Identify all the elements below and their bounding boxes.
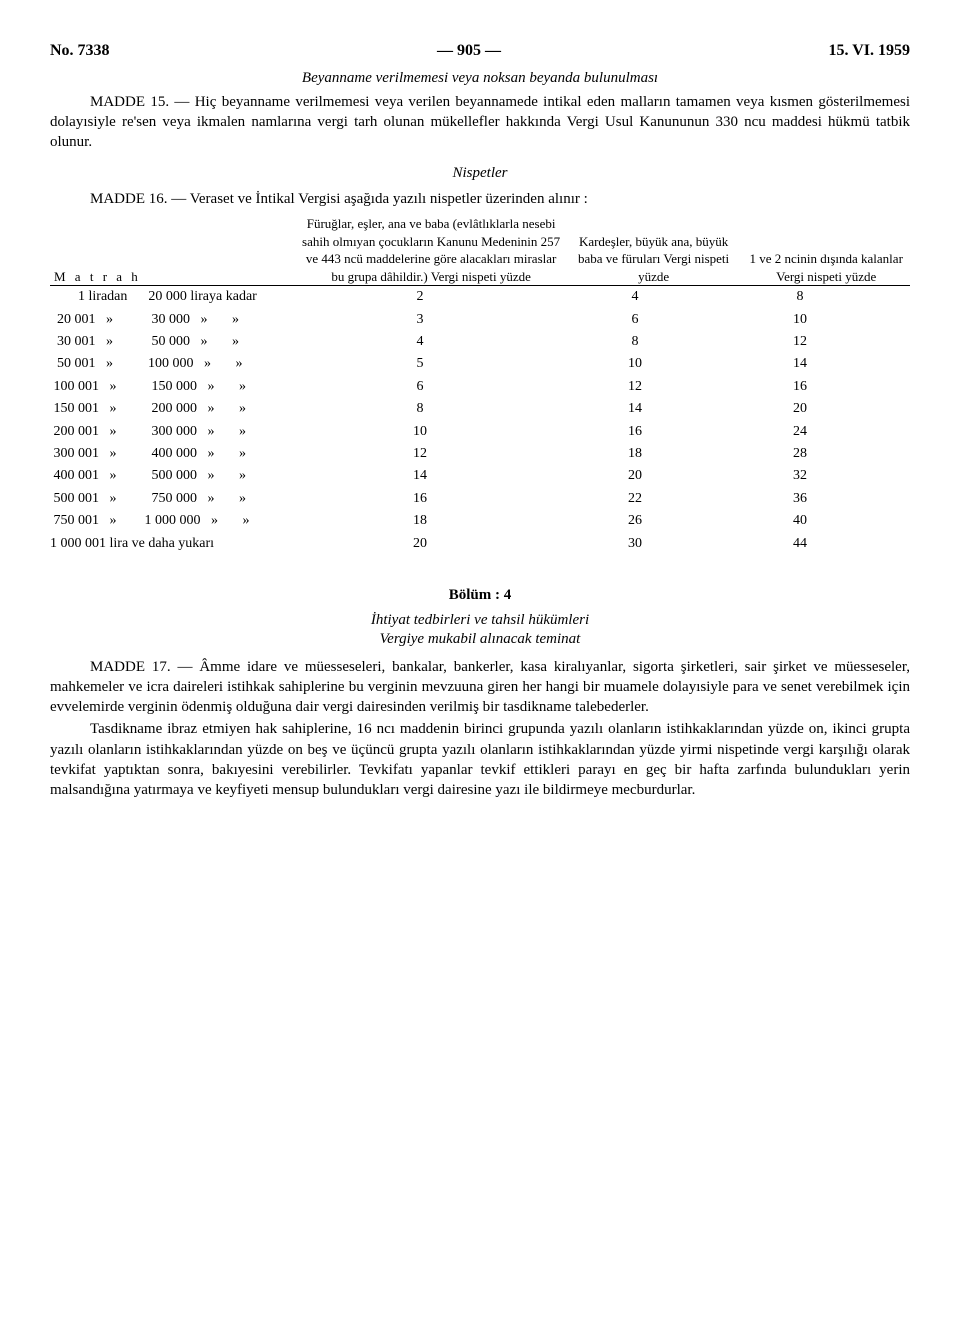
table-row: 200 001 » 300 000 » »101624 [50,421,910,443]
madde-16-paragraph: MADDE 16. — Veraset ve İntikal Vergisi a… [50,189,910,209]
nispetler-heading: Nispetler [50,163,910,183]
cell-rate-2: 26 [550,510,720,532]
cell-matrah: 200 001 » 300 000 » » [50,421,290,443]
cell-rate-2: 22 [550,488,720,510]
section-subtitle: Beyanname verilmemesi veya noksan beyand… [50,68,910,88]
madde-17-paragraph-2: Tasdikname ibraz etmiyen hak sahiplerine… [50,719,910,800]
cell-rate-1: 12 [290,443,550,465]
tax-rate-table: M a t r a h Füruğlar, eşler, ana ve baba… [50,215,910,555]
cell-rate-1: 10 [290,421,550,443]
cell-rate-1: 6 [290,376,550,398]
bolum4-line2: Vergiye mukabil alınacak teminat [380,631,581,647]
cell-rate-2: 14 [550,398,720,420]
cell-rate-3: 36 [720,488,880,510]
cell-rate-1: 5 [290,353,550,375]
table-row: 300 001 » 400 000 » »121828 [50,443,910,465]
cell-matrah: 750 001 » 1 000 000 » » [50,510,290,532]
cell-rate-3: 14 [720,353,880,375]
header-center: — 905 — [437,40,501,62]
table-row: 400 001 » 500 000 » »142032 [50,465,910,487]
cell-matrah: 20 001 » 30 000 » » [50,309,290,331]
col-header-group2: Kardeşler, büyük ana, büyük baba ve füru… [565,233,743,287]
cell-rate-1: 14 [290,465,550,487]
cell-rate-2: 6 [550,309,720,331]
header-right: 15. VI. 1959 [829,40,911,62]
cell-rate-1: 16 [290,488,550,510]
col-header-matrah: M a t r a h [50,268,297,287]
cell-rate-1: 18 [290,510,550,532]
table-row: 1 000 001 lira ve daha yukarı203044 [50,533,910,555]
cell-rate-3: 28 [720,443,880,465]
table-body: 1 liradan 20 000 liraya kadar248 20 001 … [50,286,910,555]
table-row: 500 001 » 750 000 » »162236 [50,488,910,510]
cell-rate-1: 20 [290,533,550,555]
cell-rate-2: 10 [550,353,720,375]
table-row: 150 001 » 200 000 » »81420 [50,398,910,420]
col-header-group1: Füruğlar, eşler, ana ve baba (evlâtlıkla… [297,215,564,286]
cell-rate-1: 2 [290,286,550,308]
table-row: 30 001 » 50 000 » »4812 [50,331,910,353]
cell-rate-2: 16 [550,421,720,443]
cell-matrah: 30 001 » 50 000 » » [50,331,290,353]
bolum-4-heading: Bölüm : 4 [50,585,910,605]
cell-rate-3: 40 [720,510,880,532]
bolum-4-subtitle: İhtiyat tedbirleri ve tahsil hükümleri V… [50,611,910,649]
table-row: 20 001 » 30 000 » »3610 [50,309,910,331]
cell-rate-2: 18 [550,443,720,465]
cell-rate-2: 12 [550,376,720,398]
cell-rate-2: 4 [550,286,720,308]
table-header-row: M a t r a h Füruğlar, eşler, ana ve baba… [50,215,910,286]
cell-rate-3: 32 [720,465,880,487]
cell-rate-3: 16 [720,376,880,398]
cell-rate-3: 44 [720,533,880,555]
cell-rate-1: 8 [290,398,550,420]
table-row: 50 001 » 100 000 » »51014 [50,353,910,375]
header-left: No. 7338 [50,40,110,62]
col-header-matrah-text: M a t r a h [54,269,141,284]
cell-matrah: 500 001 » 750 000 » » [50,488,290,510]
cell-rate-3: 10 [720,309,880,331]
cell-matrah: 100 001 » 150 000 » » [50,376,290,398]
bolum4-line1: İhtiyat tedbirleri ve tahsil hükümleri [371,612,589,628]
cell-matrah: 1 liradan 20 000 liraya kadar [50,286,290,308]
cell-matrah: 50 001 » 100 000 » » [50,353,290,375]
cell-rate-1: 3 [290,309,550,331]
table-row: 100 001 » 150 000 » »61216 [50,376,910,398]
cell-rate-3: 12 [720,331,880,353]
cell-rate-3: 24 [720,421,880,443]
cell-matrah: 400 001 » 500 000 » » [50,465,290,487]
cell-matrah: 300 001 » 400 000 » » [50,443,290,465]
cell-rate-2: 8 [550,331,720,353]
cell-matrah: 1 000 001 lira ve daha yukarı [50,533,290,555]
cell-rate-2: 30 [550,533,720,555]
table-row: 1 liradan 20 000 liraya kadar248 [50,286,910,308]
doc-header: No. 7338 — 905 — 15. VI. 1959 [50,40,910,62]
table-row: 750 001 » 1 000 000 » »182640 [50,510,910,532]
cell-rate-3: 8 [720,286,880,308]
cell-rate-1: 4 [290,331,550,353]
col-header-group3: 1 ve 2 ncinin dışında kalanlar Vergi nis… [742,250,910,286]
cell-rate-2: 20 [550,465,720,487]
madde-17-paragraph-1: MADDE 17. — Âmme idare ve müesseseleri, … [50,657,910,718]
madde-15-paragraph: MADDE 15. — Hiç beyanname verilmemesi ve… [50,92,910,153]
cell-rate-3: 20 [720,398,880,420]
cell-matrah: 150 001 » 200 000 » » [50,398,290,420]
